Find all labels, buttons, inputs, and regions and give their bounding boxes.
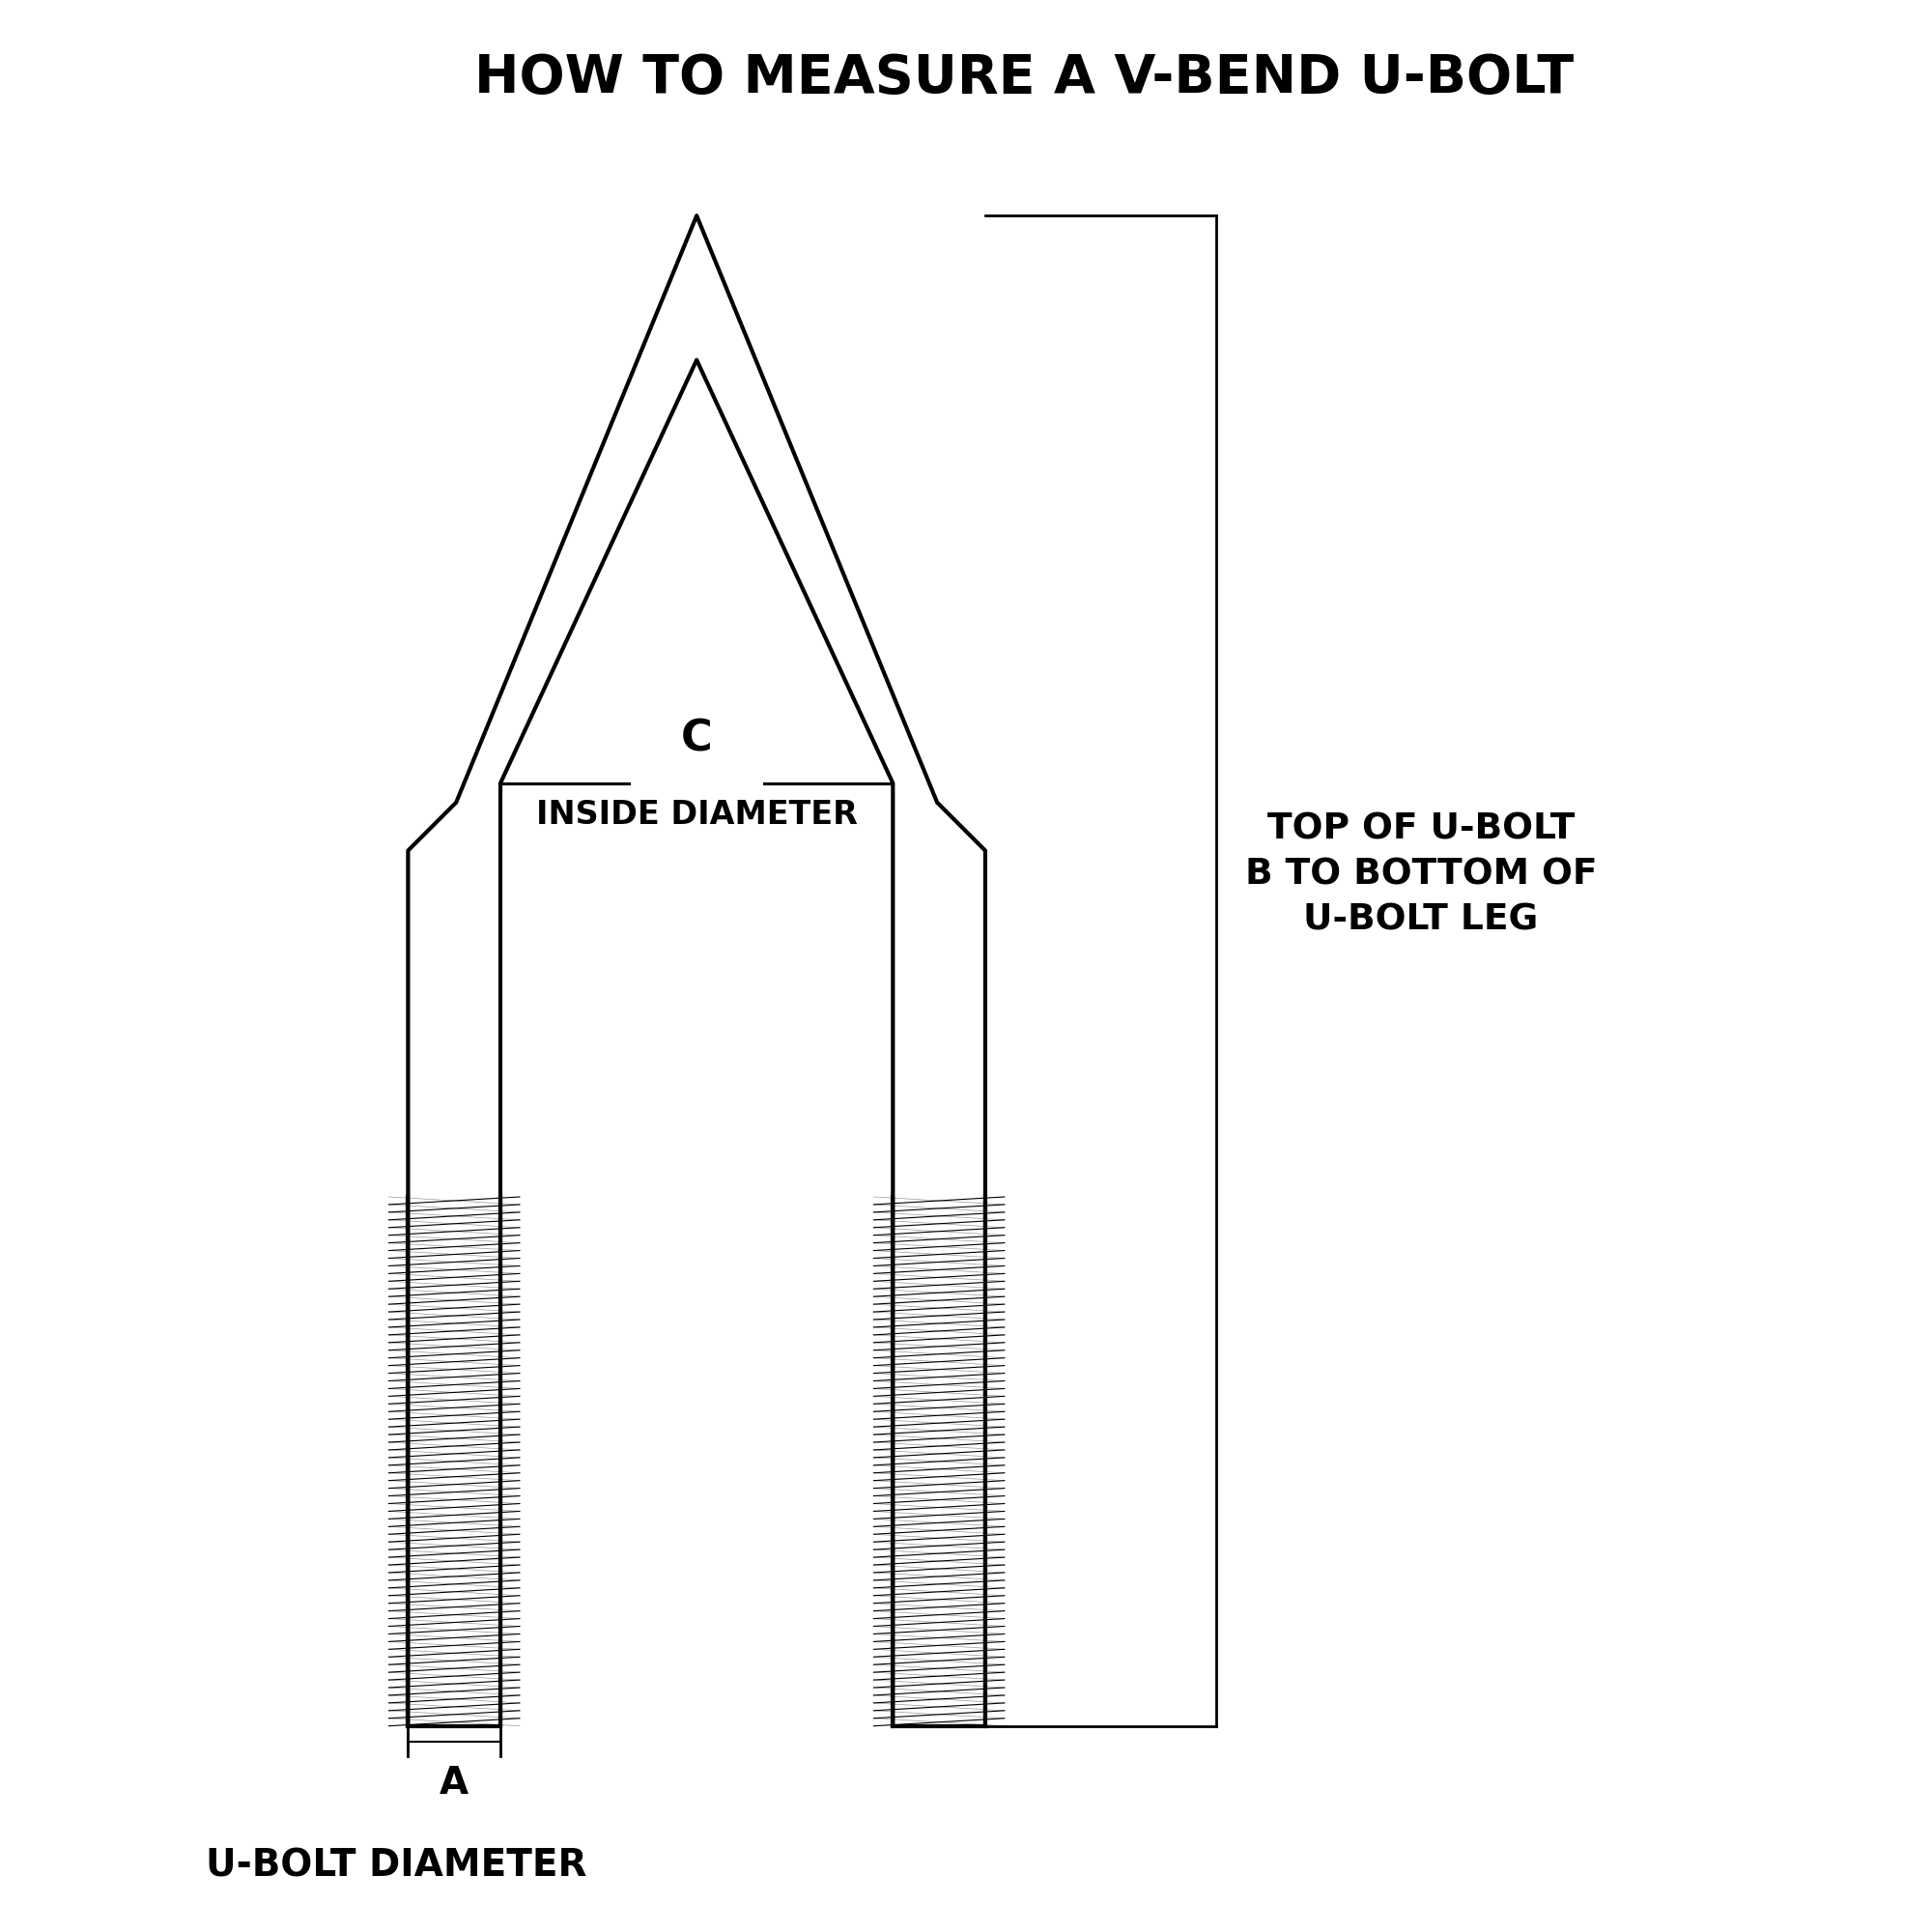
Text: U-BOLT DIAMETER: U-BOLT DIAMETER	[207, 1847, 587, 1884]
Text: TOP OF U-BOLT
B TO BOTTOM OF
U-BOLT LEG: TOP OF U-BOLT B TO BOTTOM OF U-BOLT LEG	[1244, 811, 1598, 937]
Text: HOW TO MEASURE A V-BEND U-BOLT: HOW TO MEASURE A V-BEND U-BOLT	[473, 52, 1573, 104]
Text: A: A	[440, 1764, 469, 1801]
Text: C: C	[680, 719, 713, 759]
Text: INSIDE DIAMETER: INSIDE DIAMETER	[535, 798, 858, 831]
